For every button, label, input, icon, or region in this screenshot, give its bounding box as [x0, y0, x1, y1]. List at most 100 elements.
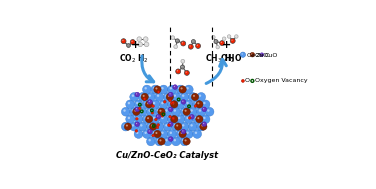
Circle shape — [151, 130, 160, 138]
Circle shape — [241, 53, 243, 55]
Circle shape — [176, 69, 180, 74]
Circle shape — [161, 115, 164, 117]
Circle shape — [135, 130, 138, 132]
Circle shape — [155, 88, 158, 89]
Circle shape — [170, 102, 173, 105]
Circle shape — [159, 100, 168, 109]
Circle shape — [148, 129, 152, 134]
Circle shape — [251, 53, 252, 55]
Circle shape — [132, 94, 134, 97]
Circle shape — [178, 117, 180, 119]
Circle shape — [260, 53, 264, 57]
Circle shape — [185, 139, 186, 141]
Circle shape — [152, 134, 155, 137]
Circle shape — [146, 101, 153, 108]
Circle shape — [179, 86, 186, 93]
Circle shape — [123, 109, 126, 112]
Circle shape — [176, 40, 177, 41]
Circle shape — [191, 115, 192, 117]
Circle shape — [153, 102, 155, 104]
Circle shape — [151, 112, 154, 114]
Circle shape — [149, 139, 151, 141]
Circle shape — [170, 138, 171, 139]
Circle shape — [143, 85, 151, 94]
Circle shape — [183, 138, 190, 145]
Circle shape — [136, 132, 138, 134]
Circle shape — [231, 40, 233, 41]
Circle shape — [138, 93, 147, 101]
Circle shape — [182, 60, 183, 61]
Circle shape — [171, 115, 178, 123]
Circle shape — [130, 40, 135, 45]
Circle shape — [137, 37, 142, 41]
Circle shape — [203, 123, 204, 124]
Circle shape — [148, 100, 152, 104]
Circle shape — [178, 132, 180, 134]
Circle shape — [122, 40, 124, 41]
Circle shape — [261, 54, 262, 55]
Circle shape — [138, 107, 147, 116]
Circle shape — [143, 130, 151, 138]
Circle shape — [176, 100, 185, 109]
Circle shape — [130, 93, 138, 101]
Circle shape — [136, 102, 138, 104]
Circle shape — [221, 42, 222, 43]
Circle shape — [197, 117, 199, 119]
Circle shape — [169, 115, 171, 118]
Circle shape — [175, 39, 179, 43]
Circle shape — [193, 115, 202, 124]
Circle shape — [201, 100, 210, 109]
Circle shape — [165, 139, 168, 141]
Circle shape — [170, 108, 171, 109]
Circle shape — [128, 102, 130, 104]
Circle shape — [174, 123, 182, 130]
Circle shape — [197, 45, 198, 46]
Circle shape — [143, 115, 151, 124]
Text: CH$_3$OH: CH$_3$OH — [205, 53, 235, 65]
Circle shape — [155, 107, 164, 116]
Circle shape — [140, 94, 143, 97]
Circle shape — [172, 101, 174, 104]
Circle shape — [134, 130, 143, 138]
Circle shape — [170, 102, 172, 104]
Circle shape — [152, 105, 155, 107]
Circle shape — [144, 132, 147, 134]
Circle shape — [174, 124, 176, 127]
Circle shape — [178, 87, 180, 89]
Circle shape — [176, 125, 178, 127]
Circle shape — [173, 85, 177, 89]
Text: ZnO: ZnO — [255, 53, 268, 58]
Circle shape — [168, 100, 176, 109]
Circle shape — [141, 93, 149, 101]
Circle shape — [168, 115, 176, 124]
Circle shape — [139, 43, 140, 44]
Circle shape — [170, 93, 171, 94]
Circle shape — [180, 107, 189, 116]
Circle shape — [123, 124, 126, 127]
Circle shape — [203, 102, 206, 104]
Circle shape — [121, 107, 130, 116]
Circle shape — [220, 41, 224, 46]
Circle shape — [179, 130, 186, 138]
Circle shape — [124, 123, 132, 130]
Circle shape — [193, 130, 202, 138]
Circle shape — [222, 37, 226, 40]
Circle shape — [166, 93, 173, 101]
Circle shape — [197, 122, 206, 131]
Text: Cu/ZnO-CeO₂ Catalyst: Cu/ZnO-CeO₂ Catalyst — [116, 151, 218, 160]
Circle shape — [134, 100, 143, 109]
Circle shape — [196, 101, 203, 108]
Circle shape — [147, 137, 155, 146]
Circle shape — [126, 125, 128, 127]
Circle shape — [196, 43, 200, 48]
Circle shape — [185, 100, 193, 109]
Circle shape — [188, 44, 193, 49]
Circle shape — [155, 93, 164, 101]
Circle shape — [176, 85, 185, 94]
Circle shape — [147, 102, 149, 104]
Circle shape — [146, 115, 153, 123]
Circle shape — [149, 109, 151, 112]
Circle shape — [188, 93, 197, 101]
Circle shape — [180, 65, 185, 69]
Circle shape — [165, 94, 168, 97]
